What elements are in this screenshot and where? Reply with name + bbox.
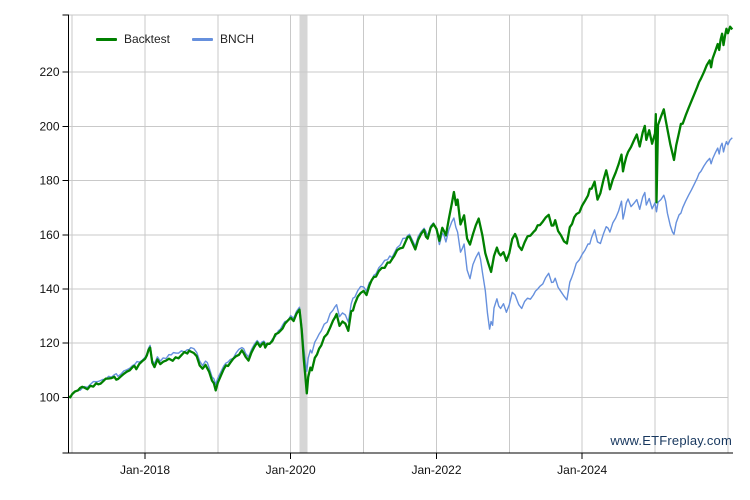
bnch-line-swatch — [192, 37, 214, 41]
y-tick-label: 120 — [39, 336, 59, 350]
legend-label-backtest: Backtest — [124, 32, 171, 46]
backtest-line-swatch — [96, 37, 117, 41]
y-tick-label: 100 — [39, 390, 59, 404]
legend-item-bnch[interactable]: BNCH — [192, 32, 254, 46]
legend: Backtest BNCH — [96, 32, 254, 46]
y-tick-label: 160 — [39, 228, 59, 242]
y-tick-label: 180 — [39, 174, 59, 188]
axes — [62, 14, 733, 459]
legend-item-backtest[interactable]: Backtest — [96, 32, 170, 46]
tick-labels: 100 120 140 160 180 200 220 Jan-2018 Jan-2020 Jan… — [39, 65, 607, 477]
recession-band — [299, 15, 308, 453]
y-tick-label: 200 — [39, 119, 59, 133]
x-tick-label: Jan-2024 — [557, 463, 607, 477]
x-tick-label: Jan-2020 — [266, 463, 316, 477]
watermark: www.ETFreplay.com — [610, 433, 732, 448]
backtest-line — [68, 25, 734, 399]
gridlines — [68, 14, 729, 453]
y-tick-label: 140 — [39, 282, 59, 296]
x-tick-label: Jan-2022 — [411, 463, 461, 477]
y-tick-label: 220 — [39, 65, 59, 79]
legend-label-bnch: BNCH — [220, 32, 255, 46]
bnch-line — [68, 137, 733, 399]
x-tick-label: Jan-2018 — [120, 463, 170, 477]
